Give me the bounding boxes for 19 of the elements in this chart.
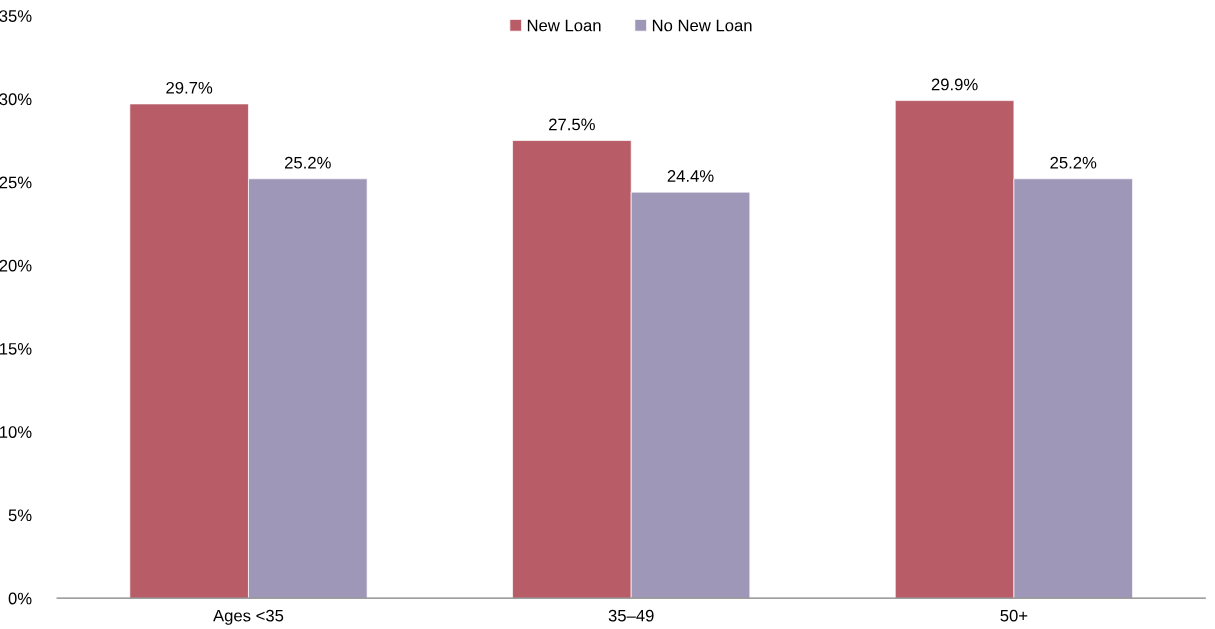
legend-label: No New Loan (652, 19, 752, 32)
y-tick-label: 30% (0, 93, 32, 106)
y-tick-label: 10% (0, 426, 32, 438)
x-tick-label: 35–49 (608, 609, 654, 622)
data-label: 25.2% (285, 156, 331, 169)
y-tick-label: 25% (0, 176, 32, 189)
data-label: 24.4% (667, 170, 714, 182)
x-tick-label: 50+ (1000, 609, 1028, 622)
data-label: 29.7% (166, 81, 213, 94)
data-label: 29.9% (931, 78, 978, 91)
y-tick-label: 35% (0, 10, 32, 22)
data-label: 27.5% (549, 118, 595, 131)
data-label: 25.2% (1050, 156, 1097, 169)
legend-label: New Loan (527, 19, 601, 32)
y-tick-label: 0% (8, 592, 32, 605)
y-tick-label: 15% (0, 343, 32, 355)
y-tick-label: 5% (8, 509, 32, 522)
x-tick-label: Ages <35 (213, 609, 284, 625)
y-tick-label: 20% (0, 259, 32, 272)
